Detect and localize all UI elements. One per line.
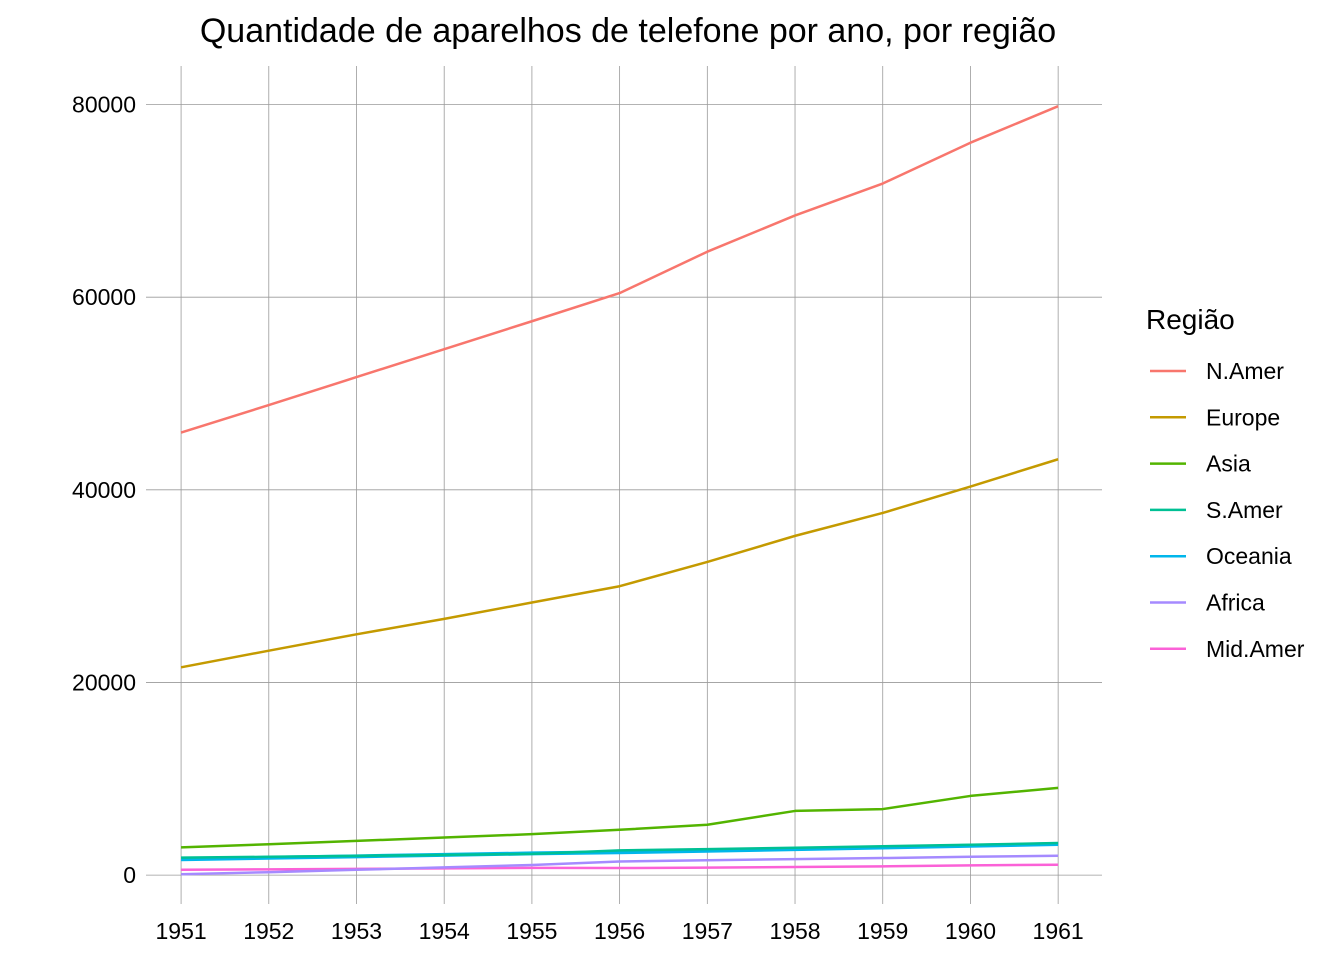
chart-title: Quantidade de aparelhos de telefone por … <box>200 12 1056 50</box>
x-tick-label: 1953 <box>331 918 382 944</box>
legend-label-oceania: Oceania <box>1206 543 1292 569</box>
legend-item-africa: Africa <box>1150 590 1265 616</box>
series-line-europe <box>180 458 1059 669</box>
grid-lines <box>146 66 1102 904</box>
x-tick-label: 1951 <box>155 918 206 944</box>
legend-item-asia: Asia <box>1150 451 1251 477</box>
y-tick-label: 40000 <box>72 477 136 503</box>
x-axis-ticks: 1951 1952 1953 1954 1955 1956 1957 1958 1959 1960… <box>155 918 1083 944</box>
legend-label-mid-amer: Mid.Amer <box>1206 636 1305 662</box>
y-tick-label: 20000 <box>72 669 136 695</box>
y-tick-label: 60000 <box>72 284 136 310</box>
y-tick-label: 0 <box>123 862 136 888</box>
legend-item-mid-amer: Mid.Amer <box>1150 636 1305 662</box>
legend-items: N.Amer Europe Asia S.Amer Oceania Africa Mid.A… <box>1150 358 1305 662</box>
legend: Região N.Amer Europe Asia S.Amer Oceania Afri… <box>1146 304 1305 662</box>
x-tick-label: 1952 <box>243 918 294 944</box>
series-line-africa <box>181 854 1059 876</box>
series-line-mid-amer <box>181 863 1059 872</box>
x-tick-label: 1961 <box>1033 918 1084 944</box>
series-lines <box>180 105 1059 876</box>
x-tick-label: 1960 <box>945 918 996 944</box>
series-line-s-amer <box>181 841 1059 859</box>
x-tick-label: 1954 <box>419 918 470 944</box>
legend-item-europe: Europe <box>1150 404 1280 430</box>
x-tick-label: 1956 <box>594 918 645 944</box>
series-line-n-amer <box>180 105 1059 434</box>
y-tick-label: 80000 <box>72 92 136 118</box>
legend-label-n-amer: N.Amer <box>1206 358 1284 384</box>
legend-item-oceania: Oceania <box>1150 543 1292 569</box>
x-tick-label: 1959 <box>857 918 908 944</box>
legend-label-asia: Asia <box>1206 451 1251 477</box>
y-axis-ticks: 0 20000 40000 60000 80000 <box>72 92 136 889</box>
x-tick-label: 1955 <box>506 918 557 944</box>
legend-label-s-amer: S.Amer <box>1206 497 1283 523</box>
series-line-asia <box>181 786 1059 849</box>
legend-item-n-amer: N.Amer <box>1150 358 1284 384</box>
legend-item-s-amer: S.Amer <box>1150 497 1283 523</box>
legend-title: Região <box>1146 304 1235 335</box>
x-tick-label: 1957 <box>682 918 733 944</box>
x-tick-label: 1958 <box>769 918 820 944</box>
legend-label-africa: Africa <box>1206 590 1265 616</box>
legend-label-europe: Europe <box>1206 404 1280 430</box>
